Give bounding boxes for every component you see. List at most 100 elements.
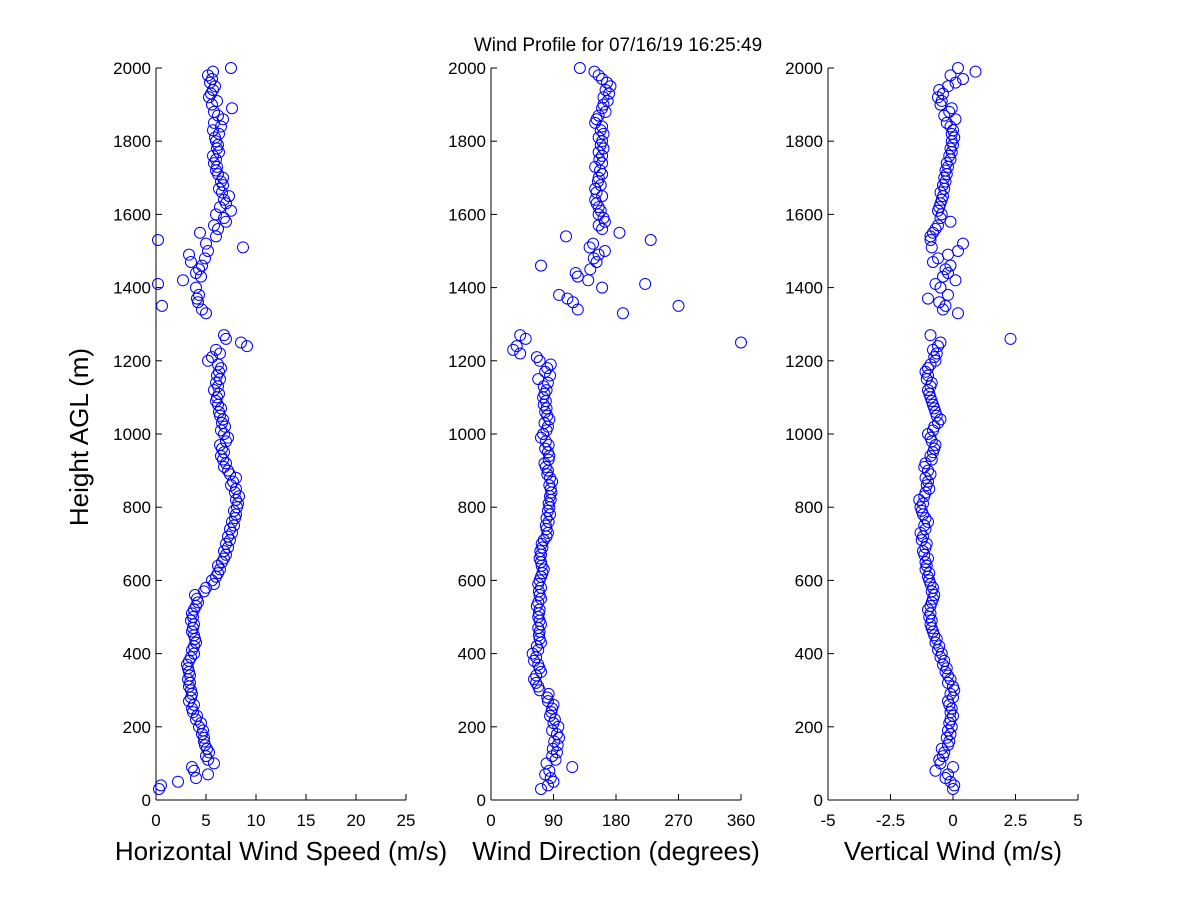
data-point [540, 384, 553, 397]
y-tick-label: 200 [123, 718, 151, 737]
data-point [943, 105, 956, 118]
data-point [196, 303, 208, 316]
y-tick-label: 600 [795, 571, 823, 590]
data-point [957, 72, 969, 85]
data-point [208, 757, 220, 770]
data-point [207, 65, 219, 78]
data-point [202, 245, 214, 257]
y-tick-label: 1400 [448, 279, 486, 298]
x-tick-label: 25 [397, 811, 416, 830]
data-point [213, 182, 225, 195]
data-point [549, 753, 562, 766]
data-point [589, 160, 602, 173]
data-point [510, 340, 523, 353]
data-point [212, 559, 224, 572]
x-tick-label: 0 [151, 811, 160, 830]
data-point [223, 190, 235, 203]
y-tick-label: 600 [123, 571, 151, 590]
horizontal-wind-speed-panel: 0 200 400 600 800 1000 1200 1400 1600 1800 2000 0 5 1… [113, 59, 447, 866]
vertical-wind-panel: 0 200 400 600 800 1000 1200 1400 1600 1800 2000 -5 -… [785, 59, 1083, 866]
data-point [597, 127, 610, 140]
data-point [544, 358, 557, 371]
data-point [544, 471, 557, 484]
data-point [177, 274, 189, 287]
data-point [952, 307, 964, 320]
data-point [945, 102, 958, 115]
data-point [597, 98, 610, 111]
y-tick-label: 1800 [785, 132, 823, 151]
data-point [914, 501, 927, 514]
data-point [573, 62, 586, 74]
data-point [942, 724, 954, 737]
data-point [1004, 332, 1017, 345]
data-point [225, 62, 237, 74]
data-point [210, 343, 222, 356]
data-point [218, 329, 230, 342]
data-point [532, 658, 545, 671]
data-point [940, 116, 953, 129]
data-point [639, 277, 652, 290]
data-point [584, 263, 597, 276]
y-tick-label: 600 [458, 571, 486, 590]
data-point [222, 464, 234, 477]
data-point [199, 252, 211, 265]
data-point [735, 336, 747, 349]
data-point [947, 124, 959, 137]
data-point [514, 329, 527, 342]
data-point [185, 651, 197, 664]
data-point [200, 307, 212, 320]
data-point [196, 259, 208, 272]
data-point [939, 772, 952, 785]
data-point [214, 438, 226, 451]
data-point [927, 581, 939, 594]
data-point [917, 497, 929, 510]
data-point [206, 72, 218, 85]
y-tick-label: 400 [458, 645, 486, 664]
x-tick-label: 180 [602, 811, 630, 830]
data-point [935, 742, 948, 755]
data-point [206, 574, 218, 587]
data-point [218, 545, 230, 558]
data-point [928, 589, 941, 602]
data-point [222, 530, 234, 543]
data-point [542, 438, 555, 451]
y-tick-label: 800 [795, 498, 823, 517]
y-tick-label: 200 [795, 718, 823, 737]
x-tick-label: 2.5 [1004, 811, 1028, 830]
data-point [211, 160, 223, 173]
data-point [155, 779, 167, 792]
x-tick-label: -2.5 [876, 811, 905, 830]
y-tick-label: 1800 [113, 132, 151, 151]
data-point [211, 94, 223, 107]
data-point [592, 109, 605, 122]
y-tick-label: 1400 [113, 279, 151, 298]
data-point [214, 201, 226, 214]
x-tick-label: 360 [727, 811, 755, 830]
data-point [540, 402, 553, 415]
data-point [218, 212, 230, 225]
data-point [539, 519, 552, 532]
data-point [212, 109, 224, 122]
data-point [939, 164, 952, 177]
data-point [592, 248, 605, 261]
x-tick-label: -5 [820, 811, 835, 830]
data-point [933, 83, 946, 96]
data-point [942, 669, 954, 682]
data-point [185, 255, 197, 268]
y-tick-label: 1000 [448, 425, 486, 444]
data-point [224, 523, 236, 536]
data-point [919, 556, 932, 569]
data-point [560, 230, 572, 243]
data-point [947, 761, 959, 774]
data-point [938, 746, 951, 759]
data-point [593, 153, 606, 166]
data-point [596, 281, 609, 294]
x-tick-label: 15 [297, 811, 316, 830]
data-point [152, 277, 164, 290]
data-point [190, 281, 202, 294]
data-point [944, 687, 957, 700]
y-tick-label: 1000 [113, 425, 151, 444]
data-point [948, 131, 961, 144]
